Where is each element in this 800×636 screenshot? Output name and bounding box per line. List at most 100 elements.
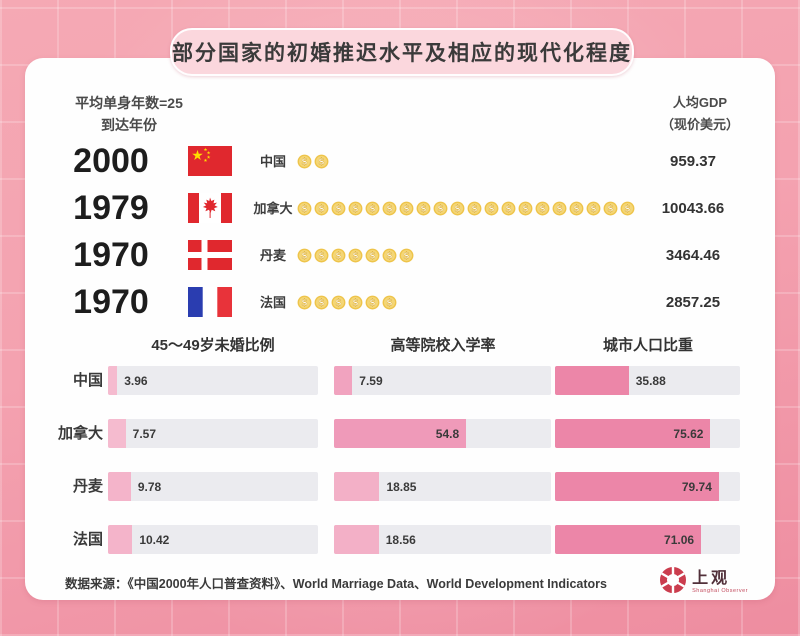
gdp-axis-line1: 人均GDP (672, 95, 728, 110)
svg-text:$: $ (301, 299, 307, 309)
svg-text:$: $ (335, 252, 341, 262)
marriage-delay-year: 1970 (73, 283, 149, 321)
dollar-coin-icon: $ (331, 248, 346, 263)
gdp-axis-line2: （现价美元） (660, 117, 739, 132)
svg-text:$: $ (454, 205, 460, 215)
logo-flower-icon (660, 566, 687, 598)
china-flag (188, 146, 232, 176)
dollar-coin-icon: $ (620, 201, 635, 216)
svg-text:$: $ (386, 252, 392, 262)
left-axis-line1: 平均单身年数=25 (75, 95, 183, 111)
dollar-coin-icon: $ (331, 295, 346, 310)
country-name: 加拿大 (253, 201, 293, 216)
dollar-coin-icon: $ (399, 201, 414, 216)
svg-text:$: $ (420, 205, 426, 215)
bar-track: 9.78 (108, 472, 318, 501)
bar-value-label: 75.62 (673, 426, 704, 441)
bar-track: 75.62 (555, 419, 740, 448)
dollar-coin-icon: $ (314, 248, 329, 263)
bar-chart: 中国 3.96 7.59 35.88 加拿大 7.57 54.8 75.62 丹麦 9.78 18.… (25, 354, 775, 566)
dollar-coin-icon: $ (297, 295, 312, 310)
svg-text:$: $ (556, 205, 562, 215)
gdp-value: 2857.25 (665, 294, 721, 311)
page-title: 部分国家的初婚推迟水平及相应的现代化程度 (172, 42, 632, 65)
bar-fill: 71.06 (555, 525, 702, 554)
svg-text:$: $ (301, 205, 307, 215)
bar-value-label: 71.06 (664, 532, 695, 547)
bar-value-label: 18.56 (385, 532, 416, 547)
svg-text:$: $ (335, 299, 341, 309)
bar-fill (108, 366, 118, 395)
svg-text:$: $ (318, 299, 324, 309)
bar-track: 79.74 (555, 472, 740, 501)
bar-value-label: 79.74 (681, 479, 712, 494)
bar-fill (334, 366, 353, 395)
gdp-axis-label: 人均GDP （现价美元） (635, 92, 765, 136)
dollar-coin-icon: $ (365, 248, 380, 263)
bar-value-label: 54.8 (435, 426, 460, 441)
svg-text:$: $ (369, 252, 375, 262)
bar-value-label: 7.59 (359, 373, 383, 388)
gdp-coin-row: $ $ $ $ $ $ (297, 295, 397, 310)
dollar-coin-icon: $ (382, 248, 397, 263)
dollar-coin-icon: $ (348, 248, 363, 263)
bar-row: 中国 3.96 7.59 35.88 (25, 354, 775, 407)
svg-text:$: $ (471, 205, 477, 215)
country-name: 法国 (259, 295, 286, 310)
svg-text:$: $ (403, 252, 409, 262)
chart-headers: 45～49岁未婚比例 高等院校入学率 城市人口比重 (25, 334, 775, 358)
dollar-coin-icon: $ (484, 201, 499, 216)
dollar-coin-icon: $ (382, 295, 397, 310)
svg-text:$: $ (573, 205, 579, 215)
dollar-coin-icon: $ (586, 201, 601, 216)
chart-column-header: 城市人口比重 (602, 337, 693, 354)
left-axis-label: 平均单身年数=25 到达年份 (54, 92, 204, 136)
bar-fill (334, 525, 379, 554)
publisher-logo: 上观 Shanghai Observer (660, 566, 748, 598)
bar-value-label: 10.42 (139, 532, 170, 547)
svg-text:$: $ (352, 252, 358, 262)
logo-text: 上观 (692, 569, 731, 587)
bar-value-label: 3.96 (124, 373, 148, 388)
bar-track: 7.59 (334, 366, 551, 395)
bar-fill (108, 419, 126, 448)
gdp-coin-row: $ $ $ $ $ $ $ (297, 248, 414, 263)
category-label: 中国 (72, 372, 103, 389)
svg-text:$: $ (318, 158, 324, 168)
svg-text:$: $ (301, 252, 307, 262)
bar-fill (334, 472, 380, 501)
dollar-coin-icon: $ (382, 201, 397, 216)
dollar-coin-icon: $ (433, 201, 448, 216)
marriage-delay-year: 1979 (73, 189, 149, 227)
svg-text:$: $ (437, 205, 443, 215)
bar-value-label: 35.88 (635, 373, 666, 388)
dollar-coin-icon: $ (365, 201, 380, 216)
bar-fill: 54.8 (334, 419, 467, 448)
gdp-coin-row: $ $ $ $ $ $ $ $ $ $ $ $ $ $ $ $ $ $ $ $ (297, 201, 635, 216)
dollar-coin-icon: $ (348, 295, 363, 310)
country-row: 1979 加拿大 $ $ $ $ $ $ $ $ $ $ $ $ $ $ $ $ $ $ $ $ 10043.66 (25, 185, 775, 232)
bar-fill (108, 472, 131, 501)
country-name: 丹麦 (259, 248, 286, 263)
gdp-coin-row: $ $ (297, 154, 329, 169)
dollar-coin-icon: $ (552, 201, 567, 216)
bar-row: 丹麦 9.78 18.85 79.74 (25, 460, 775, 513)
gdp-value: 10043.66 (661, 200, 725, 217)
svg-text:$: $ (403, 205, 409, 215)
dollar-coin-icon: $ (501, 201, 516, 216)
canada-flag (188, 193, 232, 223)
bar-fill (108, 525, 133, 554)
svg-text:$: $ (488, 205, 494, 215)
gdp-value: 3464.46 (665, 247, 721, 264)
bar-value-label: 7.57 (132, 426, 157, 441)
dollar-coin-icon: $ (331, 201, 346, 216)
dollar-coin-icon: $ (416, 201, 431, 216)
bar-track: 71.06 (555, 525, 740, 554)
bar-row: 加拿大 7.57 54.8 75.62 (25, 407, 775, 460)
france-flag (188, 287, 232, 317)
dollar-coin-icon: $ (314, 154, 329, 169)
marriage-delay-year: 2000 (73, 142, 149, 180)
country-rows: 2000 中国 $ $959.37 1979 加拿大 $ $ $ $ $ $ $ $ $ $ $ $ $ $ $ $ $ $ $… (25, 138, 775, 326)
title-banner: 部分国家的初婚推迟水平及相应的现代化程度 (170, 28, 634, 76)
bar-track: 54.8 (334, 419, 551, 448)
